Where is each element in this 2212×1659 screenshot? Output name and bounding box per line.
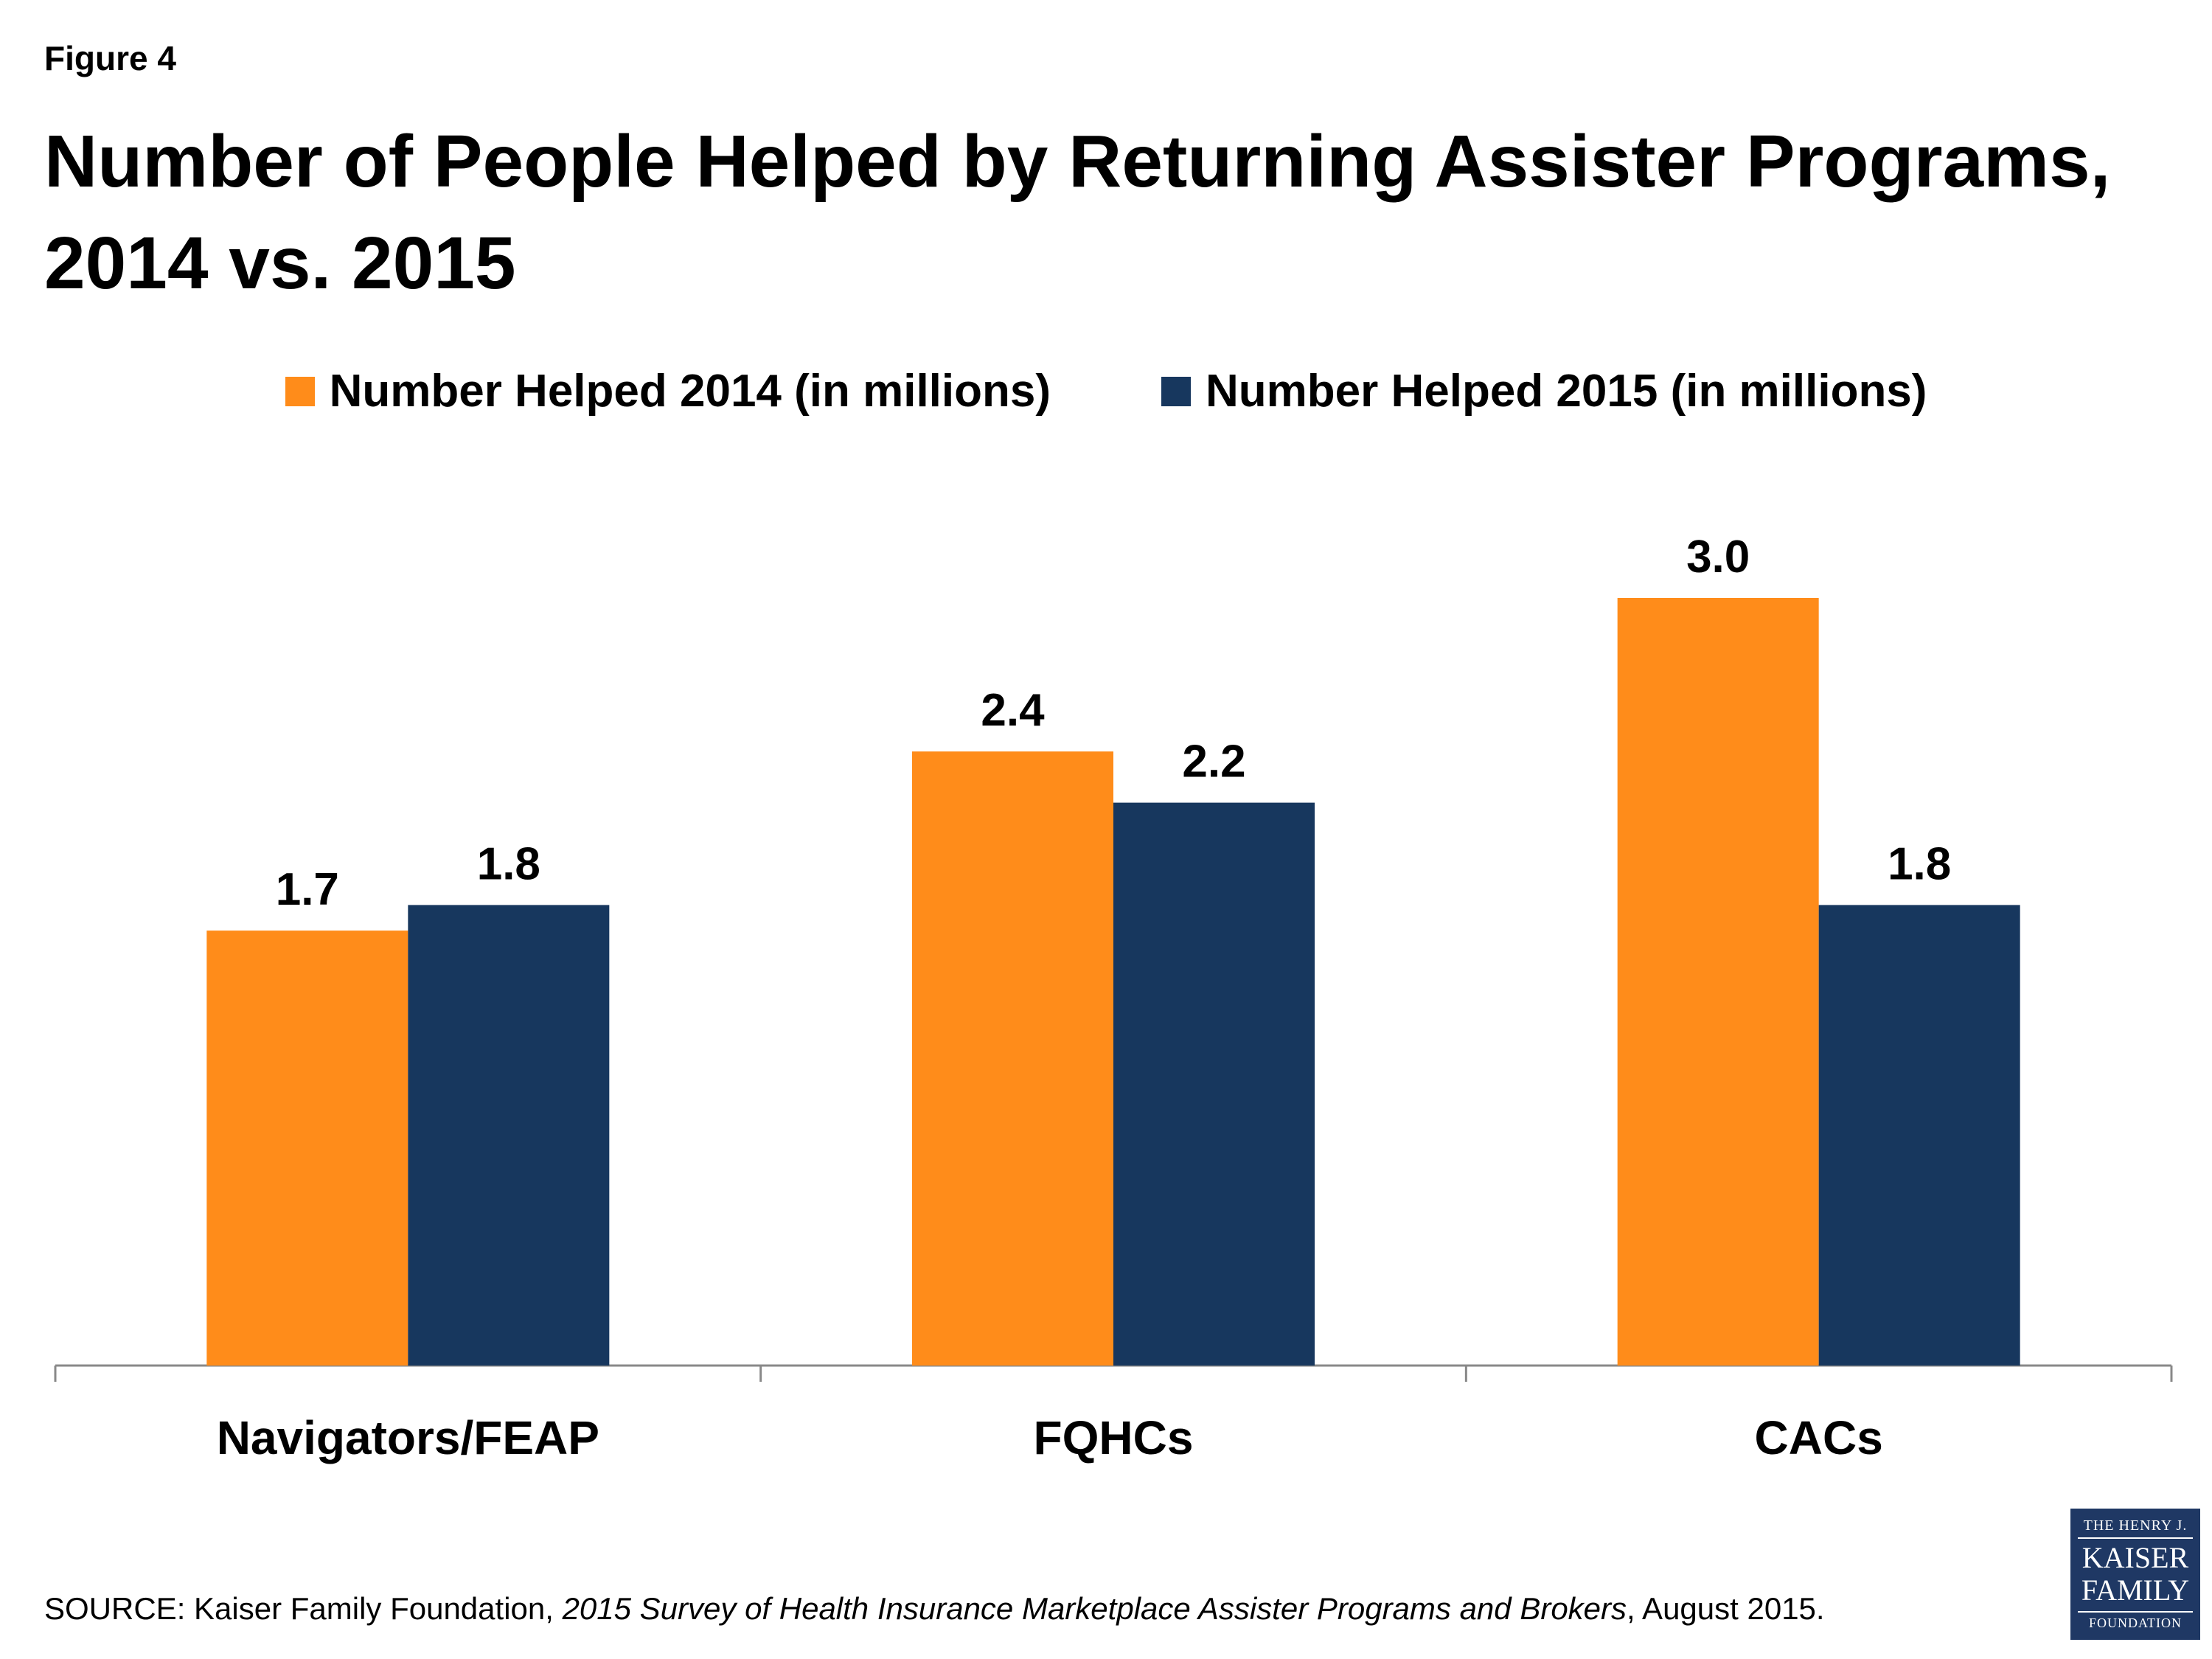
logo-line-1: THE HENRY J. [2078,1517,2193,1539]
data-label: 2.4 [981,685,1045,736]
chart-legend: Number Helped 2014 (in millions) Number … [0,365,2212,417]
category-label: FQHCs [1034,1411,1194,1464]
data-label: 2.2 [1182,737,1245,787]
bar-2015-1 [1113,802,1315,1366]
legend-label-2014: Number Helped 2014 (in millions) [329,366,1051,417]
bar-2014-0 [206,931,408,1366]
source-suffix: , August 2015. [1627,1591,1825,1626]
category-label: Navigators/FEAP [217,1411,599,1464]
data-label: 1.7 [276,864,339,915]
source-title: 2015 Survey of Health Insurance Marketpl… [562,1591,1627,1626]
bar-2014-2 [1617,598,1819,1366]
bar-2014-1 [912,751,1113,1366]
logo-line-4: FOUNDATION [2078,1611,2193,1631]
legend-label-2015: Number Helped 2015 (in millions) [1206,366,1927,417]
legend-item-2015: Number Helped 2015 (in millions) [1161,365,1927,417]
data-label: 1.8 [477,838,540,889]
source-prefix: SOURCE: Kaiser Family Foundation, [44,1591,563,1626]
logo-line-2: KAISER [2081,1541,2189,1574]
data-label: 3.0 [1686,532,1750,582]
kff-logo: THE HENRY J. KAISER FAMILY FOUNDATION [2070,1509,2200,1640]
legend-item-2014: Number Helped 2014 (in millions) [285,365,1051,417]
source-note: SOURCE: Kaiser Family Foundation, 2015 S… [44,1591,1825,1627]
logo-line-3: FAMILY [2081,1573,2190,1607]
bar-2015-0 [408,905,610,1366]
legend-swatch-2014 [285,376,315,406]
data-label: 1.8 [1888,838,1951,889]
category-label: CACs [1755,1411,1883,1464]
chart-title: Number of People Helped by Returning Ass… [44,120,2111,305]
legend-swatch-2015 [1161,376,1191,406]
figure-label: Figure 4 [44,39,176,77]
bar-2015-2 [1818,905,2020,1366]
